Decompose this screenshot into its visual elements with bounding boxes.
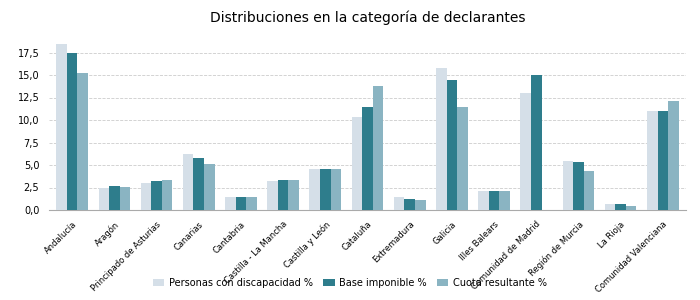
- Bar: [141, 183, 151, 210]
- Bar: [573, 162, 584, 210]
- Bar: [668, 101, 678, 210]
- Bar: [626, 206, 636, 210]
- Bar: [647, 111, 657, 210]
- Bar: [531, 75, 542, 210]
- Bar: [320, 169, 330, 210]
- Bar: [330, 169, 341, 210]
- Bar: [151, 181, 162, 210]
- Bar: [309, 169, 320, 210]
- Bar: [605, 204, 615, 210]
- Bar: [246, 197, 257, 210]
- Bar: [362, 107, 373, 210]
- Bar: [436, 68, 447, 210]
- Bar: [67, 52, 78, 210]
- Bar: [447, 80, 457, 210]
- Title: Distribuciones en la categoría de declarantes: Distribuciones en la categoría de declar…: [210, 10, 525, 25]
- Bar: [193, 158, 204, 210]
- Bar: [120, 187, 130, 210]
- Bar: [415, 200, 426, 210]
- Bar: [225, 196, 236, 210]
- Bar: [109, 186, 120, 210]
- Bar: [288, 180, 299, 210]
- Bar: [394, 197, 405, 210]
- Bar: [57, 44, 67, 210]
- Legend: Personas con discapacidad %, Base imponible %, Cuota resultante %: Personas con discapacidad %, Base imponi…: [149, 274, 551, 292]
- Bar: [563, 160, 573, 210]
- Bar: [278, 180, 288, 210]
- Bar: [489, 191, 499, 210]
- Bar: [99, 188, 109, 210]
- Bar: [478, 191, 489, 210]
- Bar: [457, 106, 468, 210]
- Bar: [373, 86, 384, 210]
- Bar: [267, 181, 278, 210]
- Bar: [204, 164, 215, 210]
- Bar: [657, 111, 668, 210]
- Bar: [162, 180, 172, 210]
- Bar: [499, 191, 510, 210]
- Bar: [351, 117, 362, 210]
- Bar: [405, 199, 415, 210]
- Bar: [236, 196, 246, 210]
- Bar: [615, 204, 626, 210]
- Bar: [183, 154, 193, 210]
- Bar: [520, 93, 531, 210]
- Bar: [584, 171, 594, 210]
- Bar: [78, 73, 88, 210]
